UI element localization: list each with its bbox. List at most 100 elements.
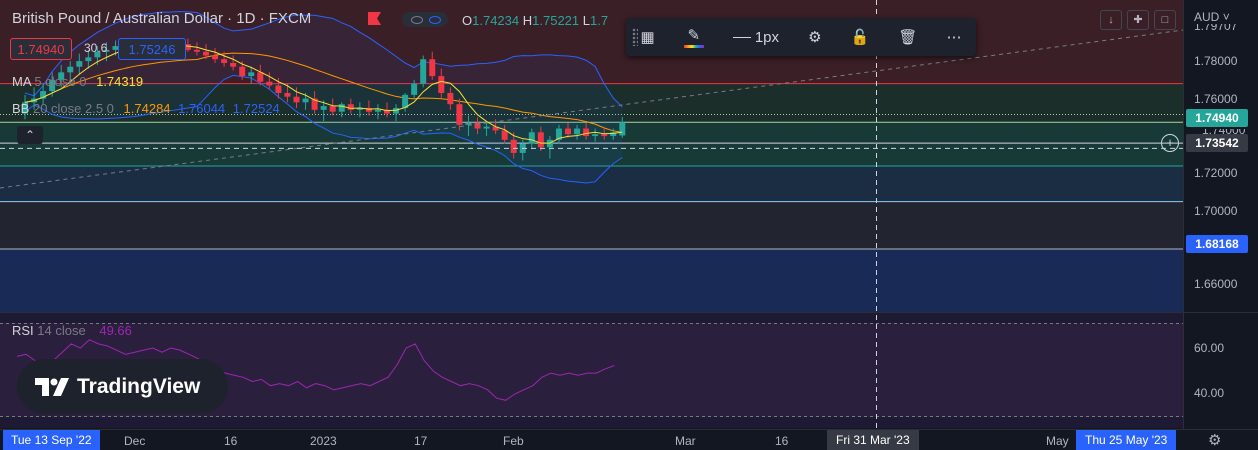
candle-body: [311, 98, 318, 110]
candle-body: [112, 46, 119, 50]
time-start-tag: Tue 13 Sep '22: [3, 430, 100, 450]
time-tick: 17: [414, 434, 428, 448]
candle-body: [239, 66, 246, 77]
candle-body: [555, 128, 562, 140]
candle-body: [402, 94, 409, 108]
buy-button[interactable]: 1.75246: [118, 38, 186, 60]
candle-body: [583, 128, 590, 137]
spread-value: 30.6: [84, 41, 108, 55]
candle-body: [85, 57, 92, 62]
candle-body: [610, 132, 617, 137]
candle-body: [393, 107, 400, 114]
logo-text: TradingView: [77, 374, 201, 398]
ma-legend[interactable]: MA 5 close 0 1.74319: [12, 74, 144, 89]
add-plus-icon[interactable]: +: [1161, 134, 1179, 152]
crosshair-price-tag: 1.73542: [1186, 134, 1248, 152]
trend-line: [0, 29, 1184, 189]
eye-icon: [411, 16, 423, 24]
zone-navy: [0, 249, 1183, 312]
visibility-toggle[interactable]: [402, 12, 448, 27]
currency-selector[interactable]: AUD ˅: [1194, 10, 1230, 24]
candle-body: [184, 44, 191, 50]
candle-body: [429, 59, 436, 77]
tradingview-mark-icon: [35, 377, 69, 396]
candle-body: [537, 132, 544, 148]
candle-body: [40, 91, 47, 99]
bb-lower: [24, 74, 623, 184]
candle-body: [22, 102, 28, 114]
candle-body: [411, 83, 418, 95]
time-tick: 16: [775, 434, 789, 448]
price-tick-hidden: 1.74000: [1202, 129, 1245, 135]
candle-body: [49, 79, 56, 92]
candle-body: [193, 49, 200, 52]
candle-body: [492, 126, 499, 131]
candle-body: [438, 76, 445, 93]
time-tick: 16: [224, 434, 238, 448]
ohlc-readout: O1.74234 H1.75221 L1.7: [462, 13, 609, 28]
sell-button[interactable]: 1.74940: [10, 38, 72, 60]
candle-body: [293, 96, 300, 103]
time-end-tag: Thu 25 May '23: [1076, 430, 1177, 450]
price-tick: 1.70000: [1194, 204, 1238, 218]
arrow-down-icon[interactable]: ↓: [1100, 10, 1122, 30]
zone-green: [0, 83, 1183, 123]
candle-body: [302, 98, 309, 103]
bb-basis: [24, 52, 623, 133]
bb-legend[interactable]: BB 20 close 2.5 0 1.74284 1.76044 1.7252…: [12, 101, 280, 116]
collapse-icon[interactable]: ✚: [1127, 10, 1149, 30]
rsi-tick: 60.00: [1194, 341, 1225, 355]
candle-body: [420, 59, 427, 84]
background-zones: [0, 0, 1258, 430]
zone-grey: [0, 201, 1183, 250]
candle-body: [601, 134, 608, 137]
candle-body: [374, 109, 381, 112]
candle-body: [221, 59, 228, 63]
candle-body: [58, 72, 65, 80]
eye-icon: [429, 16, 441, 24]
tradingview-logo[interactable]: TradingView: [17, 359, 228, 414]
rsi-tick: 40.00: [1194, 386, 1225, 400]
more-options-icon[interactable]: ⋯: [946, 29, 962, 46]
candle-body: [447, 92, 454, 105]
drag-handle[interactable]: [632, 28, 638, 46]
level-price-tag: 1.68168: [1186, 235, 1248, 253]
settings-gear-icon[interactable]: ⚙: [1208, 432, 1222, 449]
current-price-tag: 1.74940: [1186, 109, 1248, 127]
time-tick: Feb: [503, 434, 524, 448]
collapse-legend-button[interactable]: ⌃: [17, 126, 43, 144]
rsi-line: [16, 339, 615, 401]
candle-body: [619, 122, 626, 136]
crosshair-time-tag: Fri 31 Mar '23: [827, 430, 919, 450]
candle-body: [76, 61, 83, 67]
candle-body: [203, 51, 209, 56]
overlay-lines: [0, 0, 1184, 430]
zone-teal: [0, 122, 1183, 167]
bb-upper: [24, 11, 623, 108]
price-tick: 1.78000: [1194, 54, 1238, 68]
trash-icon[interactable]: 🗑: [898, 29, 918, 46]
line-color-pencil-icon[interactable]: ✎: [683, 26, 704, 48]
symbol-title[interactable]: British Pound / Australian Dollar · 1D ·…: [12, 10, 312, 27]
maximize-icon[interactable]: □: [1154, 10, 1176, 30]
zone-blue: [0, 166, 1183, 202]
candle-body: [347, 104, 354, 110]
candle-body: [284, 92, 291, 97]
candle-body: [257, 72, 264, 82]
candle-body: [356, 107, 363, 110]
line-width-button[interactable]: 1px: [732, 29, 779, 46]
candle-body: [384, 109, 390, 114]
candle-body: [365, 107, 372, 112]
unlock-icon[interactable]: 🔓: [850, 29, 870, 46]
candle-body: [456, 104, 463, 125]
rsi-pane: [0, 323, 1183, 417]
price-tick: 1.66000: [1194, 277, 1238, 291]
candle-body: [320, 106, 327, 110]
add-to-favorites-icon[interactable]: ▦: [640, 29, 655, 46]
settings-gear-icon[interactable]: ⚙: [808, 29, 822, 46]
candle-body: [212, 55, 219, 60]
chevron-down-icon: ˅: [1222, 10, 1230, 24]
candle-body: [338, 104, 345, 112]
rsi-legend[interactable]: RSI 14 close 49.66: [12, 323, 132, 338]
